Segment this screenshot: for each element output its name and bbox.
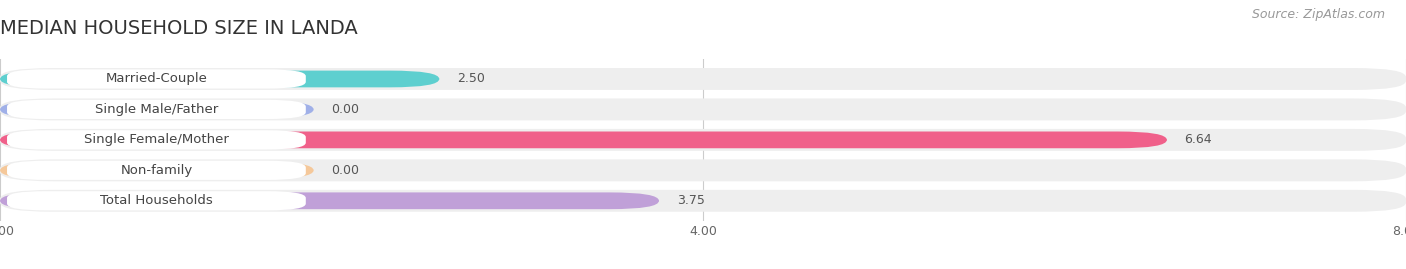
Text: Single Female/Mother: Single Female/Mother: [84, 133, 229, 146]
Text: Source: ZipAtlas.com: Source: ZipAtlas.com: [1251, 8, 1385, 21]
FancyBboxPatch shape: [0, 192, 659, 209]
FancyBboxPatch shape: [7, 100, 307, 119]
FancyBboxPatch shape: [7, 191, 307, 210]
FancyBboxPatch shape: [7, 69, 307, 89]
Text: Total Households: Total Households: [100, 194, 212, 207]
FancyBboxPatch shape: [0, 162, 314, 179]
Text: 0.00: 0.00: [332, 103, 360, 116]
FancyBboxPatch shape: [0, 159, 1406, 181]
Text: 6.64: 6.64: [1184, 133, 1212, 146]
FancyBboxPatch shape: [0, 190, 1406, 212]
Text: 0.00: 0.00: [332, 164, 360, 177]
Text: 3.75: 3.75: [676, 194, 704, 207]
Text: Single Male/Father: Single Male/Father: [94, 103, 218, 116]
FancyBboxPatch shape: [0, 68, 1406, 90]
Text: Non-family: Non-family: [121, 164, 193, 177]
Text: Married-Couple: Married-Couple: [105, 72, 207, 86]
FancyBboxPatch shape: [0, 132, 1167, 148]
FancyBboxPatch shape: [0, 98, 1406, 121]
Text: 2.50: 2.50: [457, 72, 485, 86]
FancyBboxPatch shape: [7, 130, 307, 150]
FancyBboxPatch shape: [7, 161, 307, 180]
FancyBboxPatch shape: [0, 129, 1406, 151]
Text: MEDIAN HOUSEHOLD SIZE IN LANDA: MEDIAN HOUSEHOLD SIZE IN LANDA: [0, 19, 357, 38]
FancyBboxPatch shape: [0, 101, 314, 118]
FancyBboxPatch shape: [0, 70, 439, 87]
